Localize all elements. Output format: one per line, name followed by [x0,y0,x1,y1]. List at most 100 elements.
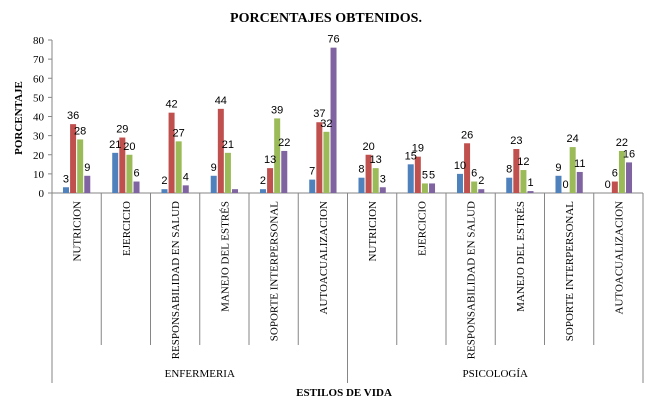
y-tick-label: 0 [39,188,45,200]
category-label: MANEJO DEL ESTRÉS [515,201,527,312]
bar [267,168,274,193]
bar [316,122,323,193]
category-label: AUTOACUALIZACION [318,201,330,315]
data-label: 2 [478,175,484,187]
data-label: 4 [183,171,189,183]
data-label: 23 [510,135,522,147]
y-tick-label: 80 [33,35,45,47]
bar [456,173,463,194]
bar [358,177,365,193]
y-tick-label: 60 [33,73,45,85]
bar [182,185,189,193]
category-label: EJERCICIO [121,201,133,256]
category-label: SOPORTE INTERPERSONAL [564,201,576,341]
bar [611,181,618,193]
category-label: RESPONSABILIDAD EN SALUD [466,201,478,359]
data-label: 21 [109,139,121,151]
bar [84,175,91,193]
bar [133,181,140,193]
data-label: 29 [116,124,128,136]
bar [618,150,625,193]
data-label: 32 [320,118,332,130]
bar [323,131,330,193]
y-tick-label: 30 [33,131,45,143]
data-label: 39 [271,104,283,116]
data-label: 6 [612,168,618,180]
data-label: 6 [133,168,139,180]
data-label: 6 [471,168,477,180]
data-label: 3 [380,173,386,185]
data-label: 0 [605,179,611,191]
data-label: 9 [84,162,90,174]
bar [161,189,168,193]
data-label: 13 [370,154,382,166]
bars [62,47,633,194]
bar [119,137,126,193]
category-labels: NUTRICION EJERCICIO RESPONSABILIDAD EN SAL… [72,201,626,380]
data-label: 19 [412,143,424,155]
data-label: 7 [309,166,315,178]
data-label: 24 [567,133,579,145]
data-label: 22 [616,137,628,149]
bar [168,112,175,193]
data-label: 8 [506,164,512,176]
data-label: 8 [358,164,364,176]
bar [464,143,471,193]
data-label: 36 [67,110,79,122]
bar [506,177,513,193]
data-label: 42 [165,99,177,111]
data-label: 3 [63,173,69,185]
category-label: NUTRICION [367,201,379,262]
y-tick-label: 40 [33,112,45,124]
data-label: 22 [278,137,290,149]
y-tick-label: 10 [33,169,45,181]
category-label: EJERCICIO [416,201,428,256]
bar [407,164,414,193]
bar [77,139,84,193]
bar [281,150,288,193]
bar [626,162,633,193]
data-label: 16 [623,148,635,160]
bar [126,154,133,193]
bar [309,179,316,193]
data-label: 11 [574,158,585,170]
bar [70,124,77,193]
category-label: AUTOACUALIZACION [613,201,625,315]
data-labels: 3362892129206242274944212133922737327682… [63,34,635,191]
bar [414,156,421,193]
data-label: 1 [527,177,533,189]
bar [259,189,266,193]
bar [429,183,436,193]
data-label: 15 [405,150,417,162]
bar [232,189,239,193]
bar [513,149,520,193]
group-label: ENFERMERIA [165,368,235,380]
y-axis-title: PORCENTAJE [13,81,25,155]
y-tick-label: 20 [33,150,45,162]
data-label: 28 [74,125,86,137]
data-label: 5 [422,169,428,181]
chart-title: PORCENTAJES OBTENIDOS. [230,11,422,26]
data-label: 26 [461,129,473,141]
bar [555,175,562,193]
data-label: 44 [215,95,227,107]
data-label: 21 [222,139,234,151]
bar [175,141,182,193]
data-label: 76 [327,34,339,46]
data-label: 12 [517,156,529,168]
data-label: 20 [362,141,374,153]
group-label: PSICOLOGÍA [463,368,528,380]
data-label: 2 [161,175,167,187]
data-label: 9 [211,162,217,174]
x-axis-title: ESTILOS DE VIDA [296,387,392,399]
bar [62,187,69,193]
data-label: 20 [123,141,135,153]
bar [471,181,478,193]
bar [224,152,231,193]
bar [274,118,281,193]
data-label: 5 [429,169,435,181]
bar [217,108,224,193]
